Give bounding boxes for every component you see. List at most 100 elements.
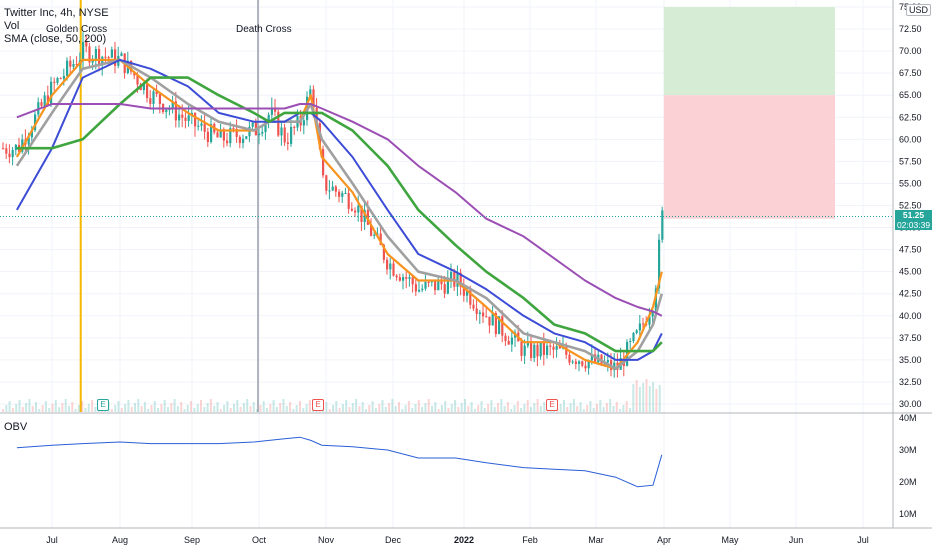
- volume-bar-176: [582, 409, 585, 412]
- volume-bar-88: [292, 409, 295, 412]
- candle-body: [174, 101, 177, 121]
- volume-bar-111: [368, 405, 371, 412]
- price-tick-label-15: 67.50: [899, 68, 922, 78]
- price-tick-label-1: 32.50: [899, 377, 922, 387]
- volume-bar-140: [464, 399, 466, 412]
- candle: [56, 76, 59, 86]
- volume-bar-57: [190, 401, 193, 412]
- candle: [226, 132, 229, 147]
- candle-body: [238, 136, 241, 144]
- volume-bar-190: [629, 408, 631, 412]
- volume-bar-153: [506, 402, 509, 412]
- volume-bar-108: [358, 406, 361, 412]
- candle-body: [171, 101, 174, 110]
- candle-body: [648, 316, 651, 325]
- candle-body: [520, 341, 523, 356]
- volume-bar-89: [295, 405, 298, 412]
- volume-bar-135: [447, 408, 450, 412]
- volume-bar-76: [252, 402, 255, 412]
- candle: [574, 358, 577, 370]
- volume-bar-24: [81, 401, 84, 412]
- candle: [478, 309, 481, 325]
- candle: [392, 259, 395, 277]
- candle: [75, 56, 78, 67]
- candle-body: [546, 345, 549, 355]
- candle-body: [338, 191, 341, 197]
- volume-bar-109: [361, 402, 364, 412]
- candle: [530, 334, 533, 362]
- price-tick-label-0: 30.00: [899, 399, 922, 409]
- series-ema-fast: [15, 58, 663, 370]
- volume-bar-100: [332, 405, 334, 412]
- earnings-marker-2[interactable]: E: [312, 399, 324, 411]
- candle: [571, 359, 574, 365]
- volume-bar-86: [285, 406, 288, 412]
- candle: [261, 126, 264, 137]
- volume-bar-33: [110, 409, 113, 412]
- volume-bar-55: [183, 409, 186, 412]
- candle: [584, 359, 587, 372]
- candle-body: [661, 210, 664, 240]
- volume-bar-121: [401, 409, 404, 412]
- candle: [539, 341, 542, 360]
- volume-bar-151: [500, 399, 503, 412]
- volume-bar-162: [536, 399, 539, 412]
- loss-zone: [663, 95, 835, 219]
- candle-body: [187, 115, 190, 121]
- candle-body: [53, 81, 56, 83]
- legend-symbol-line: Twitter Inc, 4h, NYSE: [4, 7, 109, 19]
- volume-bar-147: [487, 404, 490, 412]
- volume-bar-68: [226, 401, 229, 412]
- candle: [536, 341, 539, 367]
- candle: [386, 257, 389, 275]
- volume-bar-105: [348, 407, 351, 412]
- volume-bar-148: [490, 400, 493, 412]
- candle: [210, 116, 213, 144]
- candle: [184, 112, 187, 129]
- candle: [632, 332, 635, 344]
- candle-body: [235, 128, 238, 137]
- candle-body: [5, 148, 8, 154]
- earnings-marker-3-label: E: [549, 400, 555, 409]
- candle-body: [402, 277, 405, 281]
- currency-button[interactable]: USD: [906, 4, 932, 16]
- candle: [328, 180, 331, 200]
- volume-bar-60: [200, 400, 202, 412]
- price-tick-label-7: 47.50: [899, 245, 922, 255]
- volume-bar-36: [120, 408, 123, 412]
- candle-body: [46, 95, 49, 105]
- candle-body: [606, 360, 609, 363]
- volume-bar-144: [477, 405, 480, 412]
- volume-bar-38: [127, 400, 130, 412]
- volume-bar-18: [61, 403, 64, 412]
- volume-bar-118: [391, 399, 394, 412]
- candle: [120, 51, 123, 57]
- price-tick-label-5: 42.50: [899, 289, 922, 299]
- candle: [427, 280, 430, 288]
- volume-bar-93: [308, 400, 311, 412]
- volume-bar-83: [275, 407, 278, 412]
- candle: [395, 274, 398, 281]
- candle: [510, 330, 513, 352]
- candle-body: [539, 341, 542, 357]
- volume-bar-87: [289, 402, 292, 412]
- candle-body: [178, 114, 181, 121]
- candle-body: [504, 335, 507, 341]
- candle-body: [50, 81, 53, 105]
- candle: [475, 298, 478, 321]
- candle-body: [302, 120, 305, 126]
- candle-body: [405, 277, 408, 279]
- candle-body: [440, 280, 443, 285]
- earnings-marker-1[interactable]: E: [97, 399, 109, 411]
- candle-body: [584, 365, 587, 369]
- candle-body: [66, 60, 69, 76]
- candle-body: [437, 280, 440, 291]
- volume-bar-146: [483, 408, 486, 412]
- candle-body: [350, 208, 353, 211]
- volume-bar-5: [18, 400, 21, 412]
- candle-body: [568, 354, 571, 363]
- volume-bar-8: [28, 399, 31, 412]
- earnings-marker-3[interactable]: E: [546, 399, 558, 411]
- volume-bar-51: [170, 403, 173, 412]
